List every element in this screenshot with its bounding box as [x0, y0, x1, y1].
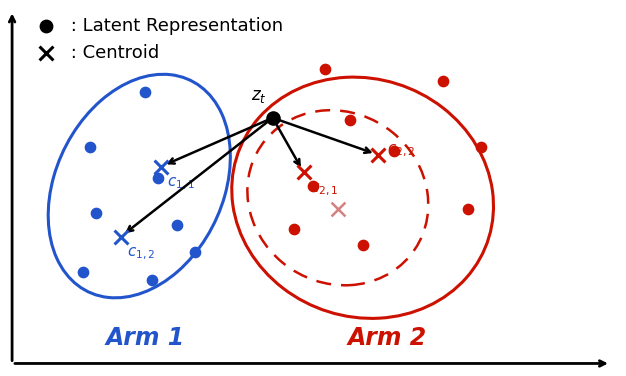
Point	[321, 66, 331, 72]
Point	[153, 175, 163, 181]
Point	[463, 206, 473, 212]
Point	[357, 241, 367, 247]
Point	[476, 144, 486, 150]
Text: Arm 1: Arm 1	[106, 326, 185, 350]
Point	[156, 164, 166, 170]
Point	[389, 148, 399, 154]
Text: $c_{1,1}$: $c_{1,1}$	[167, 176, 195, 192]
Text: $c_{2,2}$: $c_{2,2}$	[387, 142, 416, 159]
Point	[172, 222, 182, 228]
Point	[373, 152, 383, 158]
Text: : Centroid: : Centroid	[65, 44, 159, 62]
Text: $c_{2,1}$: $c_{2,1}$	[310, 181, 338, 198]
Point	[190, 249, 200, 255]
Point	[140, 89, 150, 96]
Point	[438, 78, 448, 84]
Point	[345, 117, 355, 123]
Point	[91, 210, 101, 216]
Point	[41, 50, 51, 56]
Point	[78, 269, 88, 275]
Point	[289, 226, 299, 232]
Text: $z_t$: $z_t$	[251, 87, 267, 105]
Point	[268, 115, 278, 121]
Point	[333, 206, 343, 212]
Point	[116, 234, 126, 240]
Point	[41, 23, 51, 29]
Text: Arm 2: Arm 2	[348, 326, 427, 350]
Point	[146, 277, 156, 283]
Point	[308, 183, 318, 189]
Point	[85, 144, 95, 150]
Text: : Latent Representation: : Latent Representation	[65, 17, 283, 35]
Text: $c_{1,2}$: $c_{1,2}$	[127, 246, 155, 262]
Point	[299, 170, 309, 176]
